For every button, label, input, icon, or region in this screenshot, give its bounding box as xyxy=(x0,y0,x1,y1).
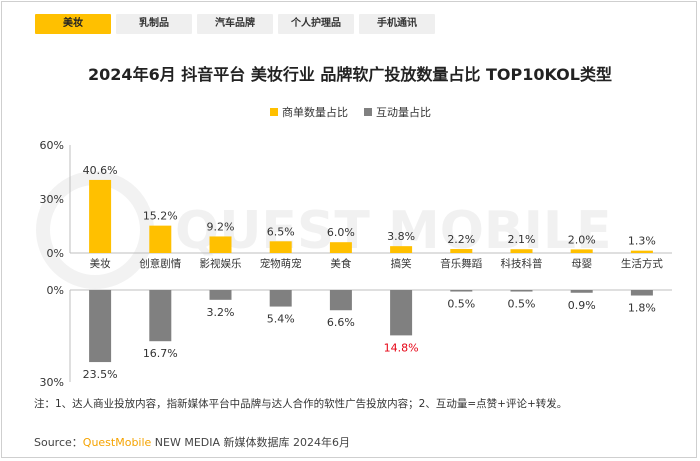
category-label: 科技科普 xyxy=(501,257,543,270)
top-bar-value-label: 2.0% xyxy=(568,233,596,246)
category-label: 宠物萌宠 xyxy=(260,257,302,270)
category-tabs: 美妆 乳制品 汽车品牌 个人护理品 手机通讯 xyxy=(35,14,435,34)
top-y-tick-label: 30% xyxy=(40,193,64,206)
top-bar xyxy=(209,236,232,253)
top-bar xyxy=(269,241,292,253)
top-bar-value-label: 40.6% xyxy=(83,164,118,177)
top-y-tick-label: 0% xyxy=(47,247,64,260)
bottom-bar-value-label: 0.9% xyxy=(568,299,596,312)
bottom-bar xyxy=(329,290,352,311)
top-bar xyxy=(149,225,172,253)
top-bar xyxy=(89,179,112,253)
chart-legend: 商单数量占比 互动量占比 xyxy=(270,104,431,120)
tab-auto-brand[interactable]: 汽车品牌 xyxy=(197,14,273,34)
bottom-bar-value-label: 0.5% xyxy=(508,298,536,311)
top-bar-value-label: 6.5% xyxy=(267,225,295,238)
legend-item-orders: 商单数量占比 xyxy=(270,104,348,120)
legend-label-engagement: 互动量占比 xyxy=(376,106,431,119)
top-bar-value-label: 1.3% xyxy=(628,235,656,248)
top-bar-value-label: 15.2% xyxy=(143,210,178,223)
bottom-bar-value-label: 1.8% xyxy=(628,302,656,315)
category-label: 生活方式 xyxy=(621,257,663,270)
bottom-bar-value-label: 6.6% xyxy=(327,316,355,329)
category-label: 音乐舞蹈 xyxy=(440,257,482,270)
bottom-bar-value-label: 23.5% xyxy=(83,368,118,381)
legend-item-engagement: 互动量占比 xyxy=(364,104,431,120)
bottom-bar xyxy=(209,290,232,300)
bottom-bar xyxy=(450,290,473,292)
top-bar-value-label: 3.8% xyxy=(387,230,415,243)
bottom-bar-value-label: 0.5% xyxy=(447,298,475,311)
footnote: 注：1、达人商业投放内容，指新媒体平台中品牌与达人合作的软性广告投放内容；2、互… xyxy=(34,398,568,410)
top-y-tick-label: 60% xyxy=(40,139,64,152)
category-label: 美妆 xyxy=(90,257,111,270)
category-label: 美食 xyxy=(330,257,351,270)
source-brand: QuestMobile xyxy=(82,436,152,449)
legend-swatch-engagement xyxy=(364,108,372,116)
category-label: 影视娱乐 xyxy=(200,257,242,270)
top-bar xyxy=(630,250,653,253)
tab-dairy[interactable]: 乳制品 xyxy=(116,14,192,34)
top-bar xyxy=(329,242,352,253)
source-prefix: Source： xyxy=(34,436,83,449)
top-bar-value-label: 9.2% xyxy=(207,220,235,233)
tab-mobile-phone[interactable]: 手机通讯 xyxy=(359,14,435,34)
bottom-bar xyxy=(89,290,112,363)
bottom-bar-value-label: 14.8% xyxy=(384,341,419,354)
bottom-y-tick-label: 0% xyxy=(47,284,64,297)
bottom-bar-value-label: 3.2% xyxy=(207,306,235,319)
bottom-bar xyxy=(630,290,653,296)
top-bar xyxy=(510,249,533,253)
top-bar-value-label: 6.0% xyxy=(327,226,355,239)
bottom-bar xyxy=(390,290,413,336)
top-bar xyxy=(570,249,593,253)
bottom-bar xyxy=(149,290,172,342)
chart-title: 2024年6月 抖音平台 美妆行业 品牌软广投放数量占比 TOP10KOL类型 xyxy=(88,65,612,84)
category-label: 创意剧情 xyxy=(139,257,181,270)
top-bar-value-label: 2.2% xyxy=(447,233,475,246)
category-label: 搞笑 xyxy=(391,257,412,270)
top-bar-value-label: 2.1% xyxy=(508,233,536,246)
bottom-bar-value-label: 5.4% xyxy=(267,313,295,326)
bottom-bar-value-label: 16.7% xyxy=(143,347,178,360)
bottom-y-tick-label: 30% xyxy=(40,376,64,389)
legend-swatch-orders xyxy=(270,108,278,116)
source-rest: NEW MEDIA 新媒体数据库 2024年6月 xyxy=(151,436,351,449)
tab-beauty[interactable]: 美妆 xyxy=(35,14,111,34)
bottom-bar xyxy=(570,290,593,293)
category-label: 母婴 xyxy=(571,258,592,270)
source-line: Source：QuestMobile NEW MEDIA 新媒体数据库 2024… xyxy=(34,434,350,450)
bottom-bar xyxy=(269,290,292,307)
legend-label-orders: 商单数量占比 xyxy=(282,106,348,119)
tab-personal-care[interactable]: 个人护理品 xyxy=(278,14,354,34)
bottom-bar xyxy=(510,290,533,292)
top-bar xyxy=(390,246,413,253)
top-bar xyxy=(450,249,473,253)
